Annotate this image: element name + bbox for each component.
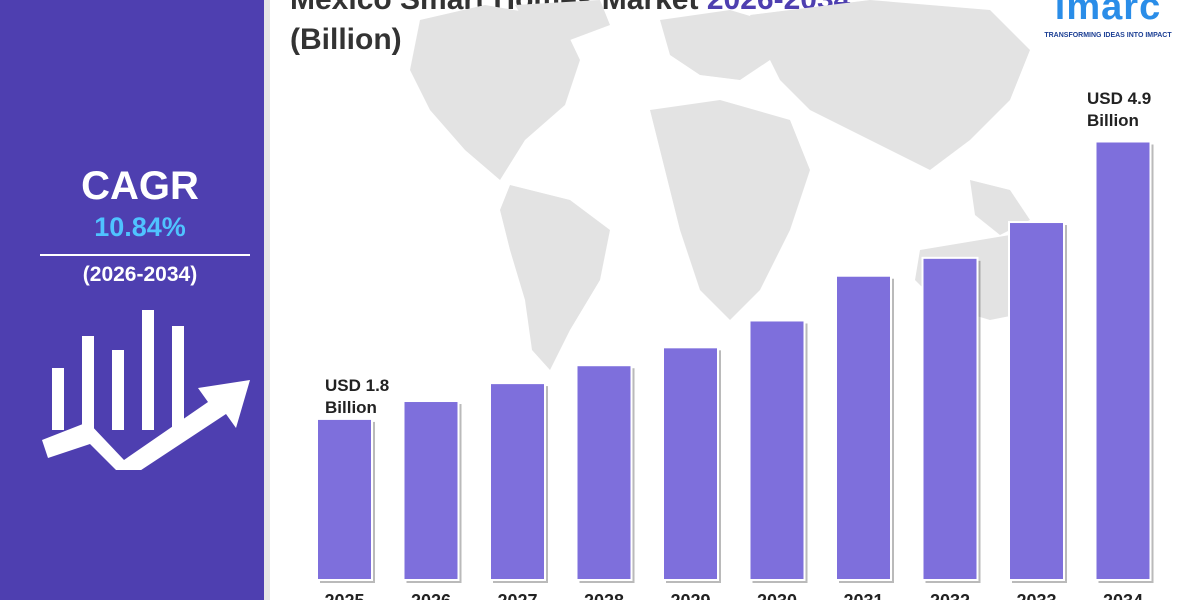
cagr-label: CAGR [81,164,199,208]
x-tick-label: 2026 [411,591,451,600]
x-tick-label: 2028 [584,591,624,600]
x-tick-label: 2025 [324,591,364,600]
x-tick-label: 2033 [1016,591,1056,600]
bar-2029 [662,346,719,581]
cagr-value: 10.84% [94,212,186,242]
x-tick-label: 2034 [1103,591,1143,600]
bar-2027 [489,382,546,581]
x-tick-label: 2029 [670,591,710,600]
cagr-divider [40,254,250,256]
bar-2033 [1008,221,1065,581]
x-tick-labels: 2025 2026 2027 2028 2029 2030 2031 2032 2033 2034 [324,591,1143,600]
bar-2025 [316,417,373,581]
logo-tagline: TRANSFORMING IDEAS INTO IMPACT [1044,32,1172,39]
bar-chart: 2025 2026 2027 2028 2029 2030 2031 2032 2033 2034 [316,0,1154,600]
end-value-line1: USD 4.9 [1087,89,1152,108]
bar-2032 [921,256,979,581]
start-value-line1: USD 1.8 [325,376,390,395]
bar-2028 [575,364,633,582]
bar-2030 [748,319,806,581]
bar-2031 [835,274,892,581]
x-tick-label: 2027 [497,591,537,600]
start-value-annotation: USD 1.8 Billion [325,375,389,419]
logo-wordmark: imarc [1054,0,1162,28]
x-tick-label: 2032 [930,591,970,600]
bar-2034 [1094,140,1152,582]
x-tick-label: 2031 [843,591,883,600]
end-value-line2: Billion [1087,111,1139,130]
chart-title-unit: (Billion) [290,23,402,56]
start-value-line2: Billion [325,398,377,417]
bars-group [316,140,1154,583]
end-value-annotation: USD 4.9 Billion [1087,88,1151,132]
cagr-period: (2026-2034) [82,263,198,286]
world-map-background [410,0,1050,370]
growth-chart-icon [42,310,250,470]
cagr-panel: CAGR 10.84% (2026-2034) [0,0,270,600]
imarc-logo: imarc TRANSFORMING IDEAS INTO IMPACT [1028,0,1188,46]
bar-2026 [402,400,460,581]
x-tick-label: 2030 [757,591,797,600]
